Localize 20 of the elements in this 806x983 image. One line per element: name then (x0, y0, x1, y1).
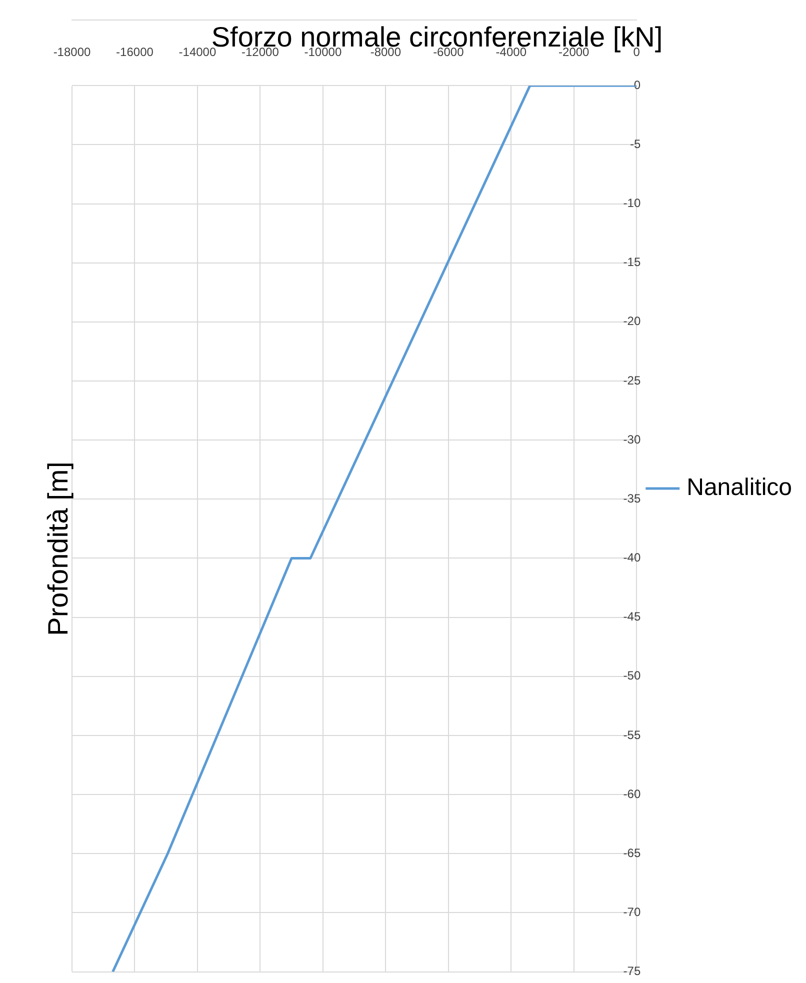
y-tick-label: -35 (623, 491, 641, 506)
y-tick-label: -45 (623, 610, 641, 624)
x-tick-label: -18000 (53, 45, 92, 60)
y-tick-label: -5 (630, 136, 641, 151)
y-tick-label: -20 (623, 314, 641, 328)
legend-label: Nanalitico (686, 474, 792, 502)
y-tick-label: -10 (623, 196, 641, 210)
y-tick-label: -30 (623, 432, 641, 446)
x-tick-label: -16000 (116, 45, 154, 60)
y-tick-label: -70 (623, 905, 641, 920)
y-tick-label: -60 (623, 786, 641, 801)
y-tick-label: -25 (623, 373, 641, 388)
y-tick-label: -65 (623, 846, 641, 860)
y-tick-label: 0 (634, 78, 641, 92)
y-tick-label: -40 (623, 550, 641, 565)
y-tick-label: -15 (623, 255, 641, 270)
y-tick-label: -50 (623, 668, 641, 683)
y-axis-title: Profondità [m] (42, 462, 74, 636)
y-tick-label: -75 (623, 964, 641, 978)
y-tick-label: -55 (623, 728, 641, 742)
